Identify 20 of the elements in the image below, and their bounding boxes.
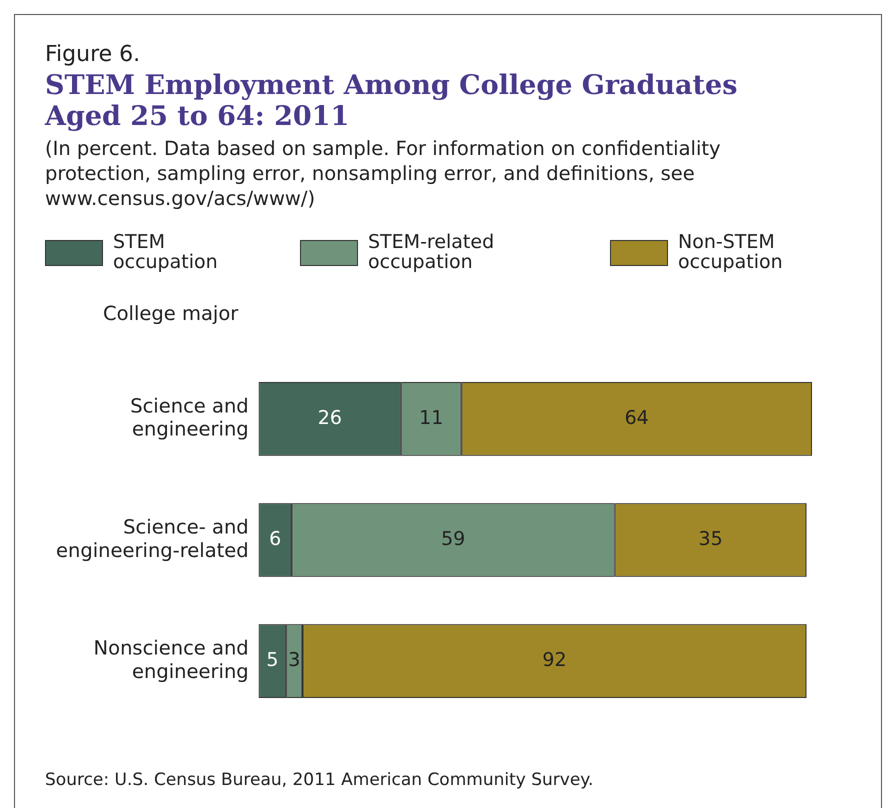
data-label: 92 bbox=[542, 649, 567, 672]
source-note: Source: U.S. Census Bureau, 2011 American Community Survey. bbox=[45, 770, 594, 790]
chart-title: STEM Employment Among College Graduates Aged 25 to 64: 2011 bbox=[45, 70, 738, 132]
y-tick-label: Science- and engineering-related bbox=[56, 515, 249, 562]
data-label: 35 bbox=[698, 528, 723, 550]
legend-label: Non-STEM occupation bbox=[678, 231, 784, 273]
text: (In percent. Data based on sample. For information on confidentiality protection, sampling error, nonsampling error, and definitions, see www.census.gov/acs/www/) bbox=[45, 136, 722, 211]
data-label: 6 bbox=[269, 528, 282, 550]
data-label: 3 bbox=[288, 649, 300, 672]
data-label: 26 bbox=[318, 406, 342, 429]
chart-subtitle: Figure 6. bbox=[45, 42, 140, 67]
data-label: 59 bbox=[441, 528, 466, 550]
data-label: 64 bbox=[624, 406, 649, 429]
y-tick-label: Science and engineering bbox=[130, 394, 249, 441]
data-label: 5 bbox=[266, 649, 278, 672]
y-axis-title: College major bbox=[103, 302, 238, 325]
legend-label: STEM occupation bbox=[113, 231, 219, 273]
legend-label: STEM-related occupation bbox=[368, 231, 496, 273]
y-tick-label: Nonscience and engineering bbox=[94, 636, 249, 683]
data-label: 11 bbox=[419, 406, 444, 429]
